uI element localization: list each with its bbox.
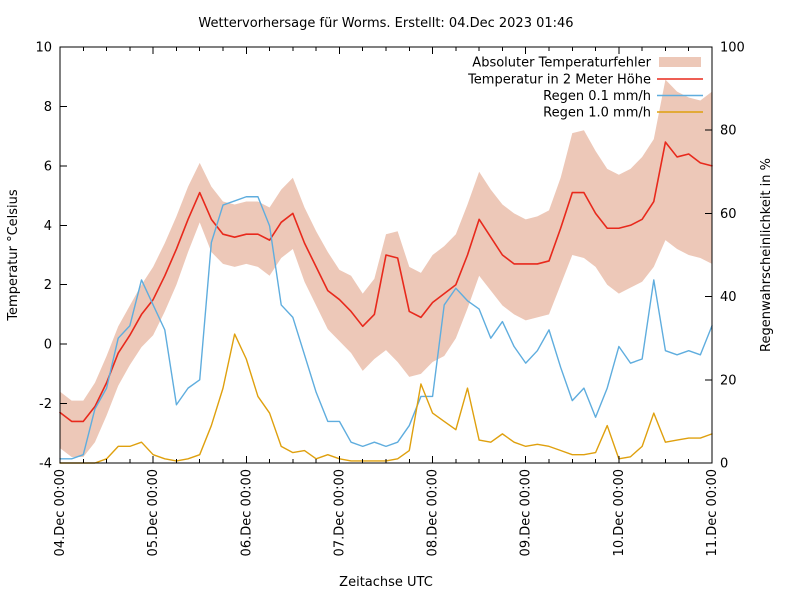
y-left-tick-label: 0 xyxy=(44,338,52,353)
legend-error-band-swatch xyxy=(659,57,701,67)
x-tick-label: 07.Dec 00:00 xyxy=(332,469,347,556)
plot-area: 04.Dec 00:00 05.Dec 00:00 06.Dec 00:00 07.D… xyxy=(35,41,744,557)
x-tick-label: 09.Dec 00:00 xyxy=(519,469,534,556)
y-axis-left-label: Temperatur °Celsius xyxy=(6,189,21,322)
temperature-line xyxy=(59,141,713,423)
y-left-tick-label: -2 xyxy=(39,397,52,412)
y-axis-right-label: Regenwahrscheinlichkeit in % xyxy=(759,158,774,352)
legend-temperature-label: Temperatur in 2 Meter Höhe xyxy=(467,73,651,88)
chart-title: Wettervorhersage für Worms. Erstellt: 04… xyxy=(198,16,573,31)
legend-rain10-label: Regen 1.0 mm/h xyxy=(543,106,651,121)
legend-error-band-label: Absoluter Temperaturfehler xyxy=(472,56,651,71)
error-band-area xyxy=(60,79,712,458)
rain-01mm-line xyxy=(59,196,713,460)
y-right-tick-label: 60 xyxy=(720,207,737,222)
x-axis-label: Zeitachse UTC xyxy=(339,575,433,590)
x-tick-label: 10.Dec 00:00 xyxy=(612,469,627,556)
legend: Absoluter Temperaturfehler Temperatur in… xyxy=(467,56,703,121)
y-right-tick-label: 0 xyxy=(720,457,728,472)
legend-rain01-label: Regen 0.1 mm/h xyxy=(543,89,651,104)
y-left-tick-label: 2 xyxy=(44,278,52,293)
y-left-tick-label: 8 xyxy=(44,100,52,115)
y-left-tick-label: 10 xyxy=(35,41,52,56)
y-right-tick-label: 100 xyxy=(720,41,745,56)
y-right-tick-label: 80 xyxy=(720,124,737,139)
rain-10mm-line xyxy=(59,333,713,464)
y-right-tick-label: 40 xyxy=(720,290,737,305)
x-tick-label: 08.Dec 00:00 xyxy=(426,469,441,556)
y-right-tick-label: 20 xyxy=(720,373,737,388)
y-left-tick-label: 4 xyxy=(44,219,52,234)
y-left-tick-label: -4 xyxy=(39,457,52,472)
y-left-tick-label: 6 xyxy=(44,159,52,174)
x-tick-label: 04.Dec 00:00 xyxy=(53,469,68,556)
x-tick-label: 05.Dec 00:00 xyxy=(146,469,161,556)
x-tick-label: 06.Dec 00:00 xyxy=(239,469,254,556)
x-tick-label: 11.Dec 00:00 xyxy=(705,469,720,556)
